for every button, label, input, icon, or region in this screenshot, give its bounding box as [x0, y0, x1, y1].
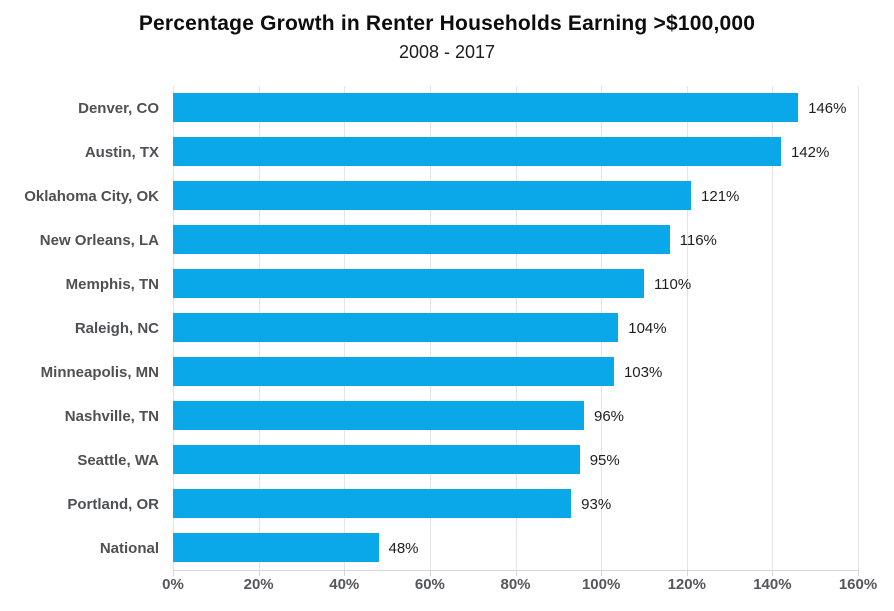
bar	[173, 445, 580, 474]
plot-area: Denver, CO 146% Austin, TX 142% Oklahoma Cit…	[24, 86, 859, 576]
value-label: 121%	[701, 187, 740, 205]
x-axis-tick-label: 40%	[329, 576, 360, 593]
category-label: Austin, TX	[84, 143, 159, 161]
chart-header: Percentage Growth in Renter Households E…	[0, 10, 894, 64]
chart-row: Raleigh, NC 104%	[75, 306, 858, 350]
chart-row: Seattle, WA 95%	[77, 438, 858, 482]
value-label: 116%	[679, 231, 717, 249]
value-label: 110%	[653, 275, 692, 293]
value-label: 48%	[388, 539, 419, 557]
bar-rows: Denver, CO 146% Austin, TX 142% Oklahoma Cit…	[24, 86, 858, 570]
value-label: 96%	[594, 407, 625, 425]
category-label: Seattle, WA	[77, 451, 159, 469]
bar	[173, 181, 692, 210]
x-axis-tick-label: 160%	[838, 576, 878, 593]
value-label: 95%	[589, 451, 620, 469]
bar	[173, 357, 614, 386]
value-label: 104%	[628, 319, 667, 337]
x-axis-labels: 0% 20% 40% 60% 80% 100% 120% 140% 160%	[162, 574, 877, 600]
bar	[173, 489, 572, 518]
x-axis-tick-label: 120%	[667, 576, 706, 593]
value-label: 103%	[623, 363, 663, 381]
chart-row: Austin, TX 142%	[85, 130, 858, 174]
chart-row: National 48%	[100, 526, 858, 570]
category-label: Portland, OR	[67, 495, 159, 513]
chart-subtitle: 2008 - 2017	[398, 42, 496, 62]
bar	[173, 401, 584, 430]
x-axis-line	[173, 570, 858, 571]
bar	[173, 533, 379, 562]
x-axis-tick-label: 100%	[581, 576, 621, 593]
category-label: Oklahoma City, OK	[24, 187, 159, 205]
chart-row: Oklahoma City, OK 121%	[24, 174, 858, 218]
bar	[173, 313, 619, 342]
x-axis-tick-label: 140%	[753, 576, 792, 593]
category-label: National	[99, 539, 159, 557]
category-label: Memphis, TN	[65, 275, 159, 293]
chart-row: Denver, CO 146%	[78, 86, 858, 130]
chart-title: Percentage Growth in Renter Households E…	[138, 12, 756, 35]
bar	[173, 269, 644, 298]
bar	[173, 93, 799, 122]
category-label: New Orleans, LA	[39, 231, 159, 249]
category-label: Raleigh, NC	[74, 319, 159, 337]
category-label: Denver, CO	[78, 99, 159, 117]
value-label: 146%	[808, 99, 847, 117]
chart-row: New Orleans, LA 116%	[40, 218, 858, 262]
value-label: 142%	[790, 143, 830, 161]
gridline	[858, 86, 859, 570]
category-label: Nashville, TN	[64, 407, 159, 425]
value-label: 93%	[581, 495, 612, 513]
chart-row: Memphis, TN 110%	[66, 262, 858, 306]
chart-row: Minneapolis, MN 103%	[41, 350, 858, 394]
x-axis-tick-label: 60%	[414, 576, 445, 593]
chart-row: Portland, OR 93%	[67, 482, 858, 526]
bar	[173, 137, 781, 166]
category-label: Minneapolis, MN	[40, 363, 159, 381]
chart-row: Nashville, TN 96%	[65, 394, 858, 438]
x-axis-tick-label: 20%	[243, 576, 274, 593]
bar	[173, 225, 670, 254]
x-axis-tick-label: 0%	[162, 576, 184, 593]
x-axis-tick-label: 80%	[500, 576, 531, 593]
